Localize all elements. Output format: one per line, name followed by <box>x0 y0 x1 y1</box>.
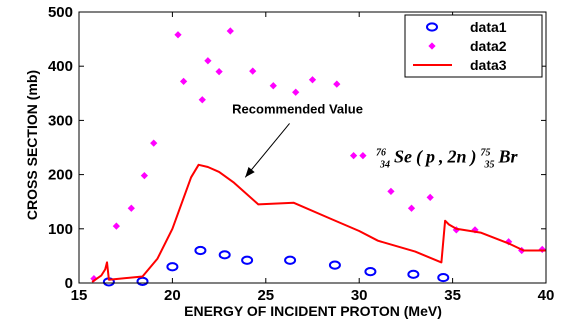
y-tick-label-400: 400 <box>48 58 73 75</box>
data-point-data2-4 <box>150 139 158 147</box>
x-tick-label-15: 15 <box>71 287 88 304</box>
x-tick-label-30: 30 <box>351 287 368 304</box>
data-point-data2-17 <box>359 152 367 160</box>
reaction-pre-sub: 34 <box>379 160 390 171</box>
reaction-pre-sup: 76 <box>376 148 386 159</box>
data-point-data2-14 <box>308 76 317 84</box>
data-point-data2-11 <box>249 67 257 75</box>
data-point-data2-20 <box>426 193 434 201</box>
data-point-data1-2 <box>166 262 179 272</box>
data-point-data1-9 <box>407 269 420 279</box>
data-point-data2-8 <box>204 57 212 65</box>
series-data1 <box>102 245 450 287</box>
annotation-recommended-value: Recommended Value <box>232 101 363 116</box>
data-point-data2-10 <box>226 27 234 35</box>
reaction-comma: , <box>438 147 444 167</box>
reaction-post-sup: 75 <box>481 148 491 159</box>
reaction-product: Br <box>498 147 519 167</box>
data-point-data2-9 <box>215 67 223 76</box>
reaction-target: Se <box>394 147 412 167</box>
legend-marker-data1 <box>426 22 438 32</box>
data-point-data2-16 <box>349 152 358 160</box>
data-point-data2-1 <box>112 222 120 230</box>
y-tick-label-0: 0 <box>65 275 73 292</box>
annotation-arrow-head <box>245 167 255 178</box>
data-point-data1-6 <box>284 255 297 265</box>
data-point-data1-5 <box>241 255 254 265</box>
data-point-data2-13 <box>292 88 300 96</box>
data-point-data2-3 <box>140 172 149 180</box>
x-tick-label-40: 40 <box>538 287 555 304</box>
series-line-data3 <box>91 163 546 283</box>
data-point-data2-12 <box>269 82 277 90</box>
reaction-ejectile: 2n <box>447 147 467 167</box>
y-tick-label-300: 300 <box>48 112 73 129</box>
reaction-close-paren: ) <box>469 147 477 168</box>
plot-frame <box>78 11 547 284</box>
y-axis-label: CROSS SECTION (mb) <box>24 70 40 220</box>
series-layer <box>90 27 546 287</box>
data-point-data1-10 <box>437 272 450 283</box>
data-point-data1-8 <box>364 267 377 277</box>
annotation-layer: Recommended Value 76 34 Se ( p , 2n ) 75… <box>232 101 519 178</box>
x-axis-label: ENERGY OF INCIDENT PROTON (MeV) <box>184 303 442 319</box>
x-tick-label-20: 20 <box>164 287 181 304</box>
y-tick-label-100: 100 <box>48 221 73 238</box>
reaction-projectile: p <box>424 147 435 167</box>
data-point-data2-6 <box>179 77 188 86</box>
legend-marker-data2 <box>428 42 436 50</box>
data-point-data2-2 <box>127 204 135 212</box>
data-point-data2-18 <box>387 187 395 196</box>
series-data3 <box>91 163 546 283</box>
data-point-data2-25 <box>538 245 546 254</box>
data-point-data1-4 <box>218 250 231 260</box>
data-point-data2-19 <box>407 204 416 212</box>
legend-label-data1: data1 <box>470 19 507 35</box>
legend-label-data3: data3 <box>470 57 507 73</box>
data-point-data2-7 <box>198 96 206 104</box>
reaction-label: 76 34 Se ( p , 2n ) 75 35 Br <box>376 143 519 172</box>
annotation-arrow-line <box>244 123 290 178</box>
data-point-data1-3 <box>194 245 207 256</box>
reaction-post-sub: 35 <box>484 160 495 171</box>
data-point-data1-7 <box>328 260 341 270</box>
reaction-open-paren: ( <box>416 147 424 168</box>
data-point-data1-1 <box>136 276 149 286</box>
y-tick-label-200: 200 <box>48 167 73 184</box>
legend-label-data2: data2 <box>470 38 507 54</box>
data-point-data2-5 <box>174 31 182 39</box>
series-data2 <box>90 27 546 283</box>
data-point-data2-15 <box>333 80 341 88</box>
x-tick-label-35: 35 <box>444 287 461 304</box>
x-tick-label-25: 25 <box>257 287 274 304</box>
legend: data1 data2 data3 <box>404 14 543 78</box>
y-tick-label-500: 500 <box>48 4 73 21</box>
